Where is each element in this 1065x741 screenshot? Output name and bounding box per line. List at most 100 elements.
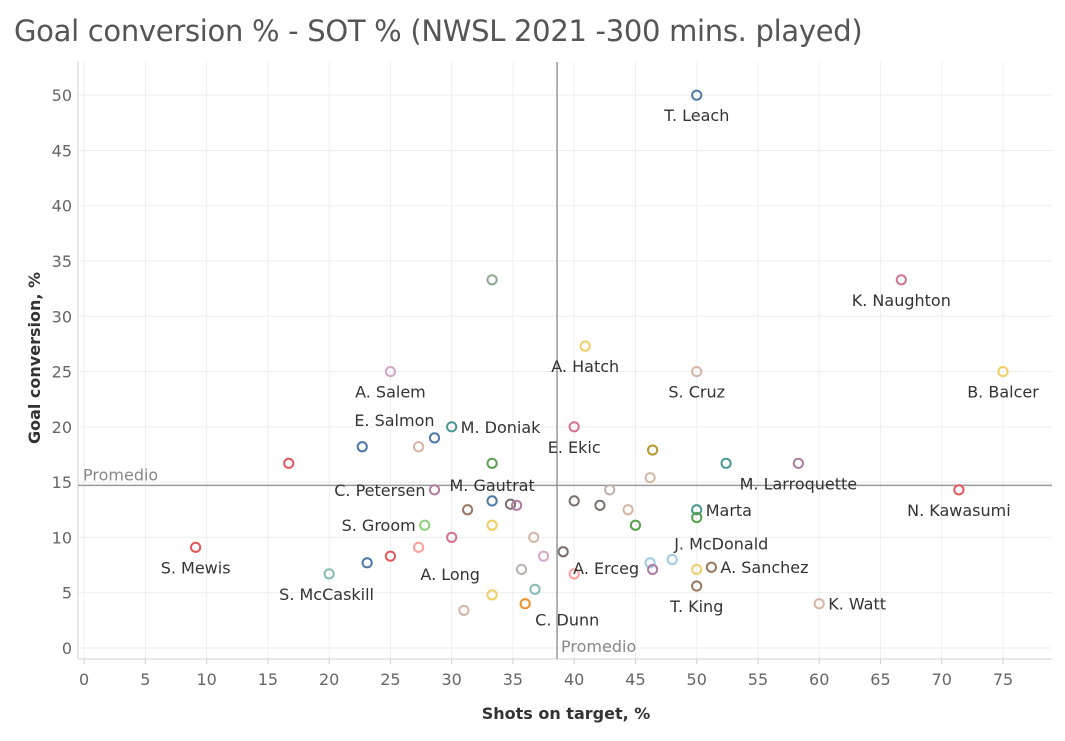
- point-label: M. Larroquette: [740, 474, 858, 493]
- data-point: [629, 519, 642, 531]
- data-point: [412, 541, 425, 553]
- data-point: [953, 484, 965, 496]
- y-tick-label: 35: [52, 252, 72, 271]
- data-point: [511, 499, 523, 511]
- data-point: [557, 546, 569, 558]
- y-tick-label: 5: [62, 584, 72, 603]
- data-point: [486, 274, 498, 286]
- data-point: [458, 604, 470, 616]
- x-tick-label: 55: [748, 670, 768, 689]
- data-point: [691, 504, 703, 516]
- x-tick-label: 60: [809, 670, 829, 689]
- point-label: S. Groom: [342, 516, 416, 535]
- data-point: [419, 519, 431, 531]
- data-point: [644, 472, 656, 484]
- y-tick-label: 25: [52, 363, 72, 382]
- data-point: [412, 441, 425, 453]
- data-point: [462, 504, 474, 516]
- data-point: [486, 457, 498, 469]
- chart-title: Goal conversion % - SOT % (NWSL 2021 -30…: [14, 14, 863, 48]
- data-point: [813, 598, 825, 610]
- data-point: [579, 340, 591, 352]
- reference-lines: Promedio Promedio: [78, 62, 1052, 659]
- x-tick-label: 70: [932, 670, 952, 689]
- point-label: A. Sanchez: [720, 558, 808, 577]
- data-point: [691, 580, 703, 592]
- data-point: [323, 568, 335, 580]
- data-point: [568, 568, 580, 580]
- x-tick-label: 15: [258, 670, 278, 689]
- data-point: [446, 421, 458, 433]
- point-label: A. Long: [420, 565, 480, 584]
- data-point: [568, 495, 580, 507]
- point-label: S. McCaskill: [279, 585, 374, 604]
- point-label: M. Doniak: [461, 418, 541, 437]
- x-tick-label: 10: [196, 670, 216, 689]
- data-point: [428, 432, 441, 444]
- data-point: [691, 365, 703, 378]
- data-point: [568, 421, 580, 433]
- y-tick-label: 20: [52, 418, 72, 437]
- data-point: [646, 444, 659, 456]
- y-tick-label: 40: [52, 197, 72, 216]
- data-point: [356, 441, 368, 453]
- point-label: E. Salmon: [354, 411, 434, 430]
- point-label: N. Kawasumi: [907, 501, 1011, 520]
- point-label: K. Watt: [828, 595, 886, 614]
- x-tick-label: 25: [380, 670, 400, 689]
- x-axis-label: Shots on target, %: [482, 704, 651, 723]
- data-point: [646, 563, 659, 576]
- point-label: A. Erceg: [573, 559, 639, 578]
- data-point: [446, 531, 458, 543]
- point-label: B. Balcer: [967, 383, 1039, 402]
- point-label: C. Dunn: [535, 611, 599, 630]
- x-tick-label: 65: [870, 670, 890, 689]
- data-point: [622, 504, 634, 516]
- x-tick-label: 45: [625, 670, 645, 689]
- data-point: [515, 563, 528, 576]
- data-point: [361, 557, 373, 569]
- x-tick-label: 35: [503, 670, 523, 689]
- axes: 0 5 10 15 20 25 30 35 40 45 50 55 60 65 70 75 0 5 10 15 20 25…: [52, 62, 1052, 689]
- data-point: [895, 274, 907, 286]
- data-point: [720, 457, 732, 469]
- data-point: [486, 519, 498, 531]
- y-axis-label: Goal conversion, %: [25, 272, 44, 444]
- data-point: [529, 583, 541, 595]
- data-point: [504, 498, 517, 510]
- point-label: A. Salem: [355, 383, 426, 402]
- point-label: C. Petersen: [334, 481, 425, 500]
- x-tick-label: 30: [441, 670, 461, 689]
- data-point: [537, 550, 550, 562]
- data-point: [428, 484, 441, 496]
- x-reference-label: Promedio: [561, 637, 636, 656]
- data-point: [604, 484, 616, 496]
- data-point: [190, 541, 202, 553]
- data-point: [666, 553, 678, 566]
- data-point: [384, 365, 397, 378]
- x-tick-label: 50: [687, 670, 707, 689]
- data-point: [594, 499, 606, 511]
- data-point: [528, 531, 540, 543]
- x-tick-label: 75: [993, 670, 1013, 689]
- point-label: M. Gautrat: [449, 476, 534, 495]
- point-label: K. Naughton: [852, 291, 951, 310]
- point-label: S. Cruz: [668, 383, 725, 402]
- data-point: [486, 495, 498, 507]
- grid-lines: [78, 62, 1052, 659]
- y-tick-label: 15: [52, 473, 72, 492]
- y-tick-label: 10: [52, 528, 72, 547]
- data-point: [792, 457, 804, 469]
- data-point: [705, 561, 718, 573]
- point-label: A. Hatch: [551, 357, 619, 376]
- data-point: [644, 557, 656, 569]
- x-tick-label: 20: [319, 670, 339, 689]
- y-tick-label: 50: [52, 86, 72, 105]
- point-label: E. Ekic: [548, 438, 601, 457]
- data-points: [190, 89, 1009, 616]
- y-tick-label: 45: [52, 141, 72, 160]
- x-tick-label: 5: [140, 670, 150, 689]
- data-point: [486, 589, 498, 601]
- data-point: [691, 563, 703, 576]
